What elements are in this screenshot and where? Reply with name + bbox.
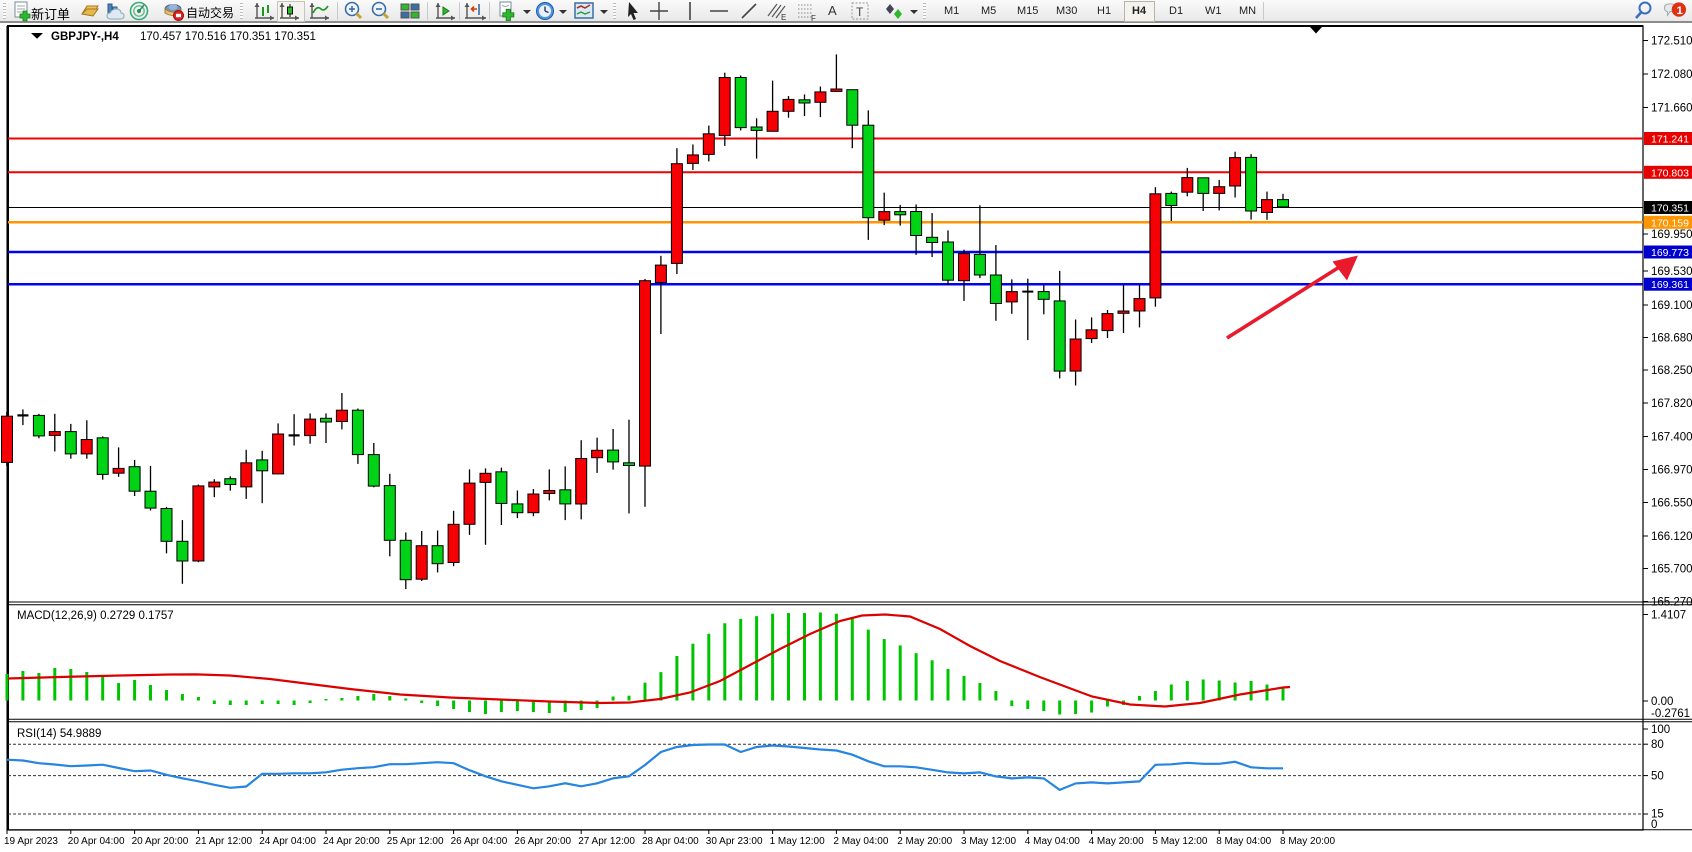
svg-text:19 Apr 2023: 19 Apr 2023 bbox=[4, 836, 58, 847]
svg-text:169.361: 169.361 bbox=[1651, 279, 1689, 291]
svg-text:166.970: 166.970 bbox=[1651, 465, 1692, 477]
svg-text:171.660: 171.660 bbox=[1651, 103, 1692, 115]
svg-text:MACD(12,26,9) 0.2729 0.1757: MACD(12,26,9) 0.2729 0.1757 bbox=[17, 610, 174, 622]
svg-text:21 Apr 12:00: 21 Apr 12:00 bbox=[195, 836, 252, 847]
svg-text:50: 50 bbox=[1651, 771, 1664, 783]
svg-text:168.680: 168.680 bbox=[1651, 333, 1692, 345]
svg-text:169.773: 169.773 bbox=[1651, 247, 1689, 259]
svg-text:5 May 12:00: 5 May 12:00 bbox=[1152, 836, 1207, 847]
svg-text:166.120: 166.120 bbox=[1651, 531, 1692, 543]
svg-text:0: 0 bbox=[1651, 819, 1657, 831]
svg-text:8 May 04:00: 8 May 04:00 bbox=[1216, 836, 1271, 847]
svg-text:-0.2761: -0.2761 bbox=[1651, 708, 1690, 720]
svg-text:25 Apr 12:00: 25 Apr 12:00 bbox=[387, 836, 444, 847]
svg-text:171.241: 171.241 bbox=[1651, 134, 1689, 146]
svg-text:100: 100 bbox=[1651, 724, 1670, 736]
svg-text:172.080: 172.080 bbox=[1651, 69, 1692, 81]
svg-text:80: 80 bbox=[1651, 739, 1664, 751]
svg-text:RSI(14) 54.9889: RSI(14) 54.9889 bbox=[17, 728, 101, 740]
svg-text:1: 1 bbox=[1676, 5, 1683, 17]
svg-text:8 May 20:00: 8 May 20:00 bbox=[1280, 836, 1335, 847]
svg-text:30 Apr 23:00: 30 Apr 23:00 bbox=[706, 836, 763, 847]
svg-text:170.457 170.516 170.351 170.35: 170.457 170.516 170.351 170.351 bbox=[140, 31, 316, 43]
svg-text:26 Apr 20:00: 26 Apr 20:00 bbox=[514, 836, 571, 847]
svg-text:F: F bbox=[811, 14, 816, 22]
svg-text:169.100: 169.100 bbox=[1651, 300, 1692, 312]
svg-text:E: E bbox=[781, 13, 786, 22]
svg-text:167.400: 167.400 bbox=[1651, 432, 1692, 444]
svg-text:165.700: 165.700 bbox=[1651, 564, 1692, 576]
svg-text:20 Apr 20:00: 20 Apr 20:00 bbox=[132, 836, 189, 847]
svg-text:24 Apr 04:00: 24 Apr 04:00 bbox=[259, 836, 316, 847]
svg-text:172.510: 172.510 bbox=[1651, 36, 1692, 48]
svg-text:166.550: 166.550 bbox=[1651, 498, 1692, 510]
svg-text:20 Apr 04:00: 20 Apr 04:00 bbox=[68, 836, 125, 847]
svg-text:1 May 12:00: 1 May 12:00 bbox=[770, 836, 825, 847]
svg-text:169.950: 169.950 bbox=[1651, 229, 1692, 241]
svg-text:T: T bbox=[856, 5, 864, 19]
svg-text:26 Apr 04:00: 26 Apr 04:00 bbox=[451, 836, 508, 847]
svg-text:170.803: 170.803 bbox=[1651, 167, 1689, 179]
svg-text:15: 15 bbox=[1651, 809, 1664, 821]
svg-text:3 May 12:00: 3 May 12:00 bbox=[961, 836, 1016, 847]
svg-text:GBPJPY-,H4: GBPJPY-,H4 bbox=[51, 31, 119, 43]
svg-text:1.4107: 1.4107 bbox=[1651, 610, 1686, 622]
svg-text:4 May 20:00: 4 May 20:00 bbox=[1089, 836, 1144, 847]
svg-text:27 Apr 12:00: 27 Apr 12:00 bbox=[578, 836, 635, 847]
svg-text:170.159: 170.159 bbox=[1651, 217, 1689, 229]
svg-text:170.351: 170.351 bbox=[1651, 203, 1689, 215]
svg-text:24 Apr 20:00: 24 Apr 20:00 bbox=[323, 836, 380, 847]
svg-text:167.820: 167.820 bbox=[1651, 398, 1692, 410]
svg-text:28 Apr 04:00: 28 Apr 04:00 bbox=[642, 836, 699, 847]
svg-text:2 May 20:00: 2 May 20:00 bbox=[897, 836, 952, 847]
svg-text:169.530: 169.530 bbox=[1651, 266, 1692, 278]
svg-text:2 May 04:00: 2 May 04:00 bbox=[833, 836, 888, 847]
svg-text:165.270: 165.270 bbox=[1651, 597, 1692, 609]
svg-text:4 May 04:00: 4 May 04:00 bbox=[1025, 836, 1080, 847]
svg-text:168.250: 168.250 bbox=[1651, 365, 1692, 377]
svg-text:0.00: 0.00 bbox=[1651, 696, 1673, 708]
